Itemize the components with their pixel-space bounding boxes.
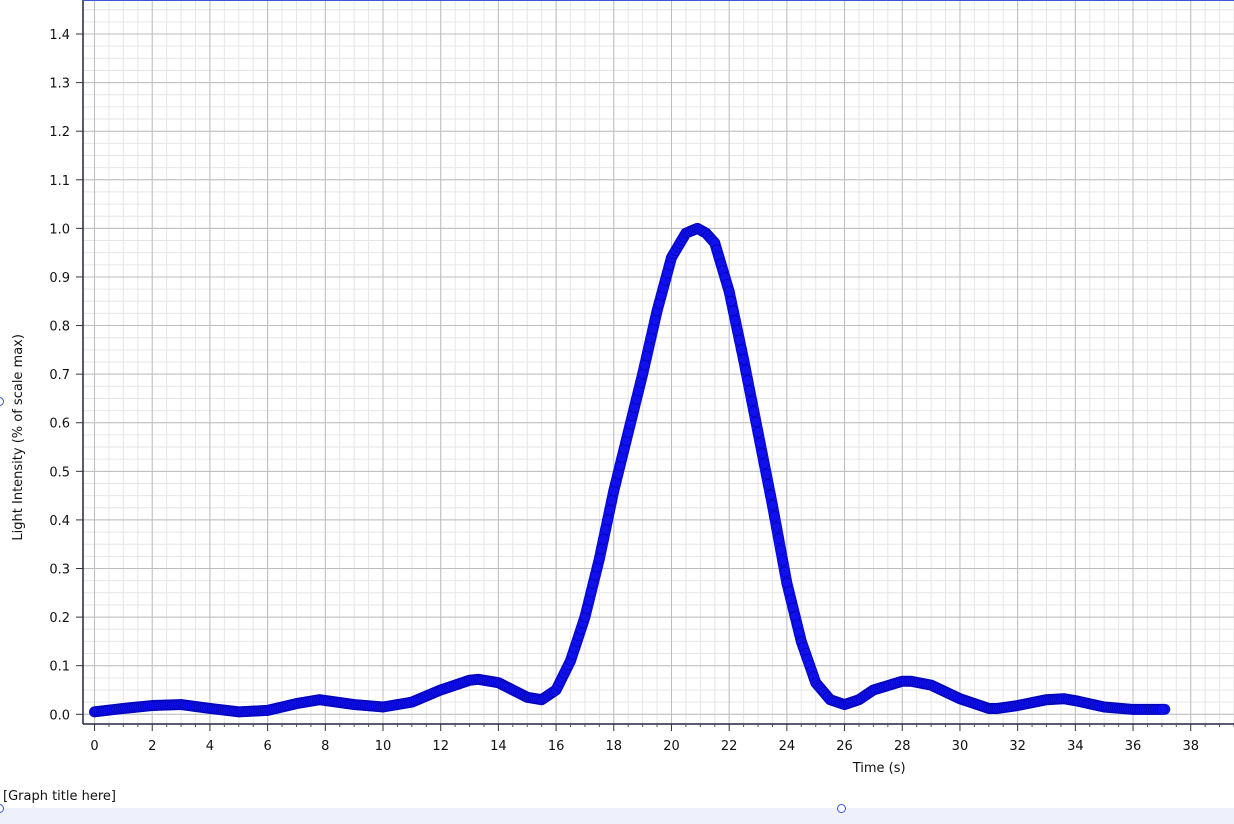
data-point	[779, 566, 791, 578]
data-point	[760, 468, 772, 480]
data-point	[730, 315, 741, 327]
y-tick-label: 1.0	[49, 222, 70, 237]
x-tick-label: 12	[432, 739, 449, 754]
y-tick-label: 0.2	[49, 611, 70, 626]
data-point	[742, 375, 754, 386]
data-point	[775, 544, 786, 556]
x-tick-label: 0	[90, 739, 98, 754]
data-point	[754, 437, 766, 449]
data-point	[765, 489, 776, 501]
data-point	[769, 511, 780, 522]
data-point	[734, 334, 745, 346]
x-tick-label: 4	[206, 739, 214, 754]
x-tick-label: 36	[1125, 739, 1142, 754]
data-point	[740, 364, 751, 376]
y-tick-label: 1.1	[49, 174, 70, 189]
x-tick-label: 34	[1067, 739, 1084, 754]
y-tick-label: 0.7	[49, 368, 70, 383]
x-tick-label: 28	[894, 739, 911, 754]
y-tick-label: 0.8	[49, 320, 70, 335]
data-point	[771, 522, 782, 533]
data-point	[604, 504, 615, 516]
x-tick-label: 6	[263, 739, 271, 754]
y-tick-label: 0.5	[49, 465, 70, 480]
data-point	[606, 495, 618, 506]
x-tick-label: 38	[1182, 739, 1199, 754]
data-point	[649, 314, 661, 326]
y-tick-label: 1.2	[49, 125, 70, 140]
x-axis-title: Time (s)	[852, 761, 906, 776]
bottom-resize-handle[interactable]	[837, 804, 846, 813]
data-point	[725, 295, 737, 307]
graph-bottom-strip	[0, 808, 1234, 824]
y-tick-label: 0.3	[49, 563, 70, 578]
x-tick-label: 26	[836, 739, 853, 754]
y-tick-label: 1.4	[49, 28, 70, 43]
x-tick-label: 8	[321, 739, 329, 754]
data-point	[736, 344, 747, 356]
x-tick-label: 30	[952, 739, 969, 754]
x-tick-label: 18	[606, 739, 623, 754]
data-point	[594, 553, 605, 565]
major-grid	[83, 0, 1234, 724]
x-tick-label: 14	[490, 739, 507, 754]
data-point	[758, 458, 770, 469]
x-tick-label: 16	[548, 739, 565, 754]
x-tick-label: 32	[1009, 739, 1026, 754]
data-point	[723, 286, 735, 297]
data-point	[750, 416, 762, 428]
data-point	[1157, 704, 1168, 715]
x-tick-label: 22	[721, 739, 738, 754]
data-point	[647, 323, 659, 335]
x-tick-label: 20	[663, 739, 680, 754]
data-point	[598, 534, 609, 545]
data-point	[643, 341, 655, 353]
x-tick-label: 10	[375, 739, 392, 754]
data-point	[756, 447, 768, 459]
data-point	[645, 332, 657, 344]
y-tick-label: 0.0	[49, 708, 70, 723]
graph-title-placeholder[interactable]: [Graph title here]	[3, 789, 116, 804]
data-point	[763, 479, 774, 490]
y-tick-label: 0.9	[49, 271, 70, 286]
y-tick-label: 0.1	[49, 660, 70, 675]
y-tick-label: 1.3	[49, 77, 70, 92]
y-axis-title: Light Intensity (% of scale max)	[11, 334, 26, 541]
plot-frame	[82, 0, 1234, 725]
data-point	[637, 368, 648, 380]
y-axis-ticks: 0.0 0.1 0.2 0.3 0.4 0.5 0.6 0.7 0.8 0.9 1.0 1.1 1.2 1…	[49, 28, 83, 723]
x-tick-label: 24	[779, 739, 796, 754]
data-point	[777, 555, 789, 567]
x-tick-label: 2	[148, 739, 156, 754]
data-point	[602, 514, 613, 526]
x-axis-ticks: 0 2 4 6 8 10 12 14 16 18 20 22 24 26 28 30 32 34 36 38	[90, 724, 1234, 754]
data-point	[727, 305, 739, 317]
data-point	[641, 350, 653, 362]
y-tick-label: 0.4	[49, 514, 70, 529]
data-point	[773, 533, 784, 544]
data-series	[89, 222, 1171, 718]
data-point	[752, 427, 764, 438]
data-point	[596, 543, 607, 555]
data-point	[600, 524, 611, 535]
data-point	[746, 395, 758, 407]
data-point	[639, 359, 650, 371]
data-point	[744, 385, 756, 397]
y-tick-label: 0.6	[49, 417, 70, 432]
data-point	[767, 500, 778, 511]
minor-grid	[83, 0, 1234, 724]
data-point	[738, 354, 749, 365]
data-point	[748, 406, 760, 417]
data-point	[732, 325, 743, 336]
